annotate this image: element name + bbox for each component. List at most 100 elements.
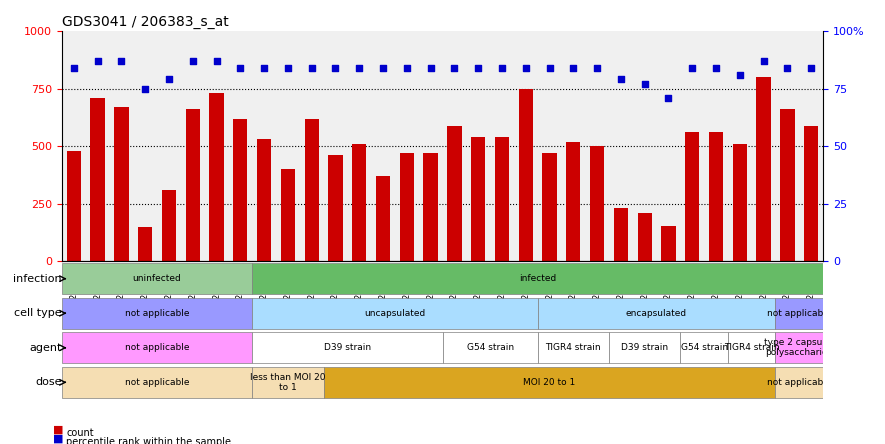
- Text: not applicable: not applicable: [125, 378, 189, 387]
- Text: encapsulated: encapsulated: [626, 309, 687, 318]
- Point: [400, 64, 414, 71]
- Text: TIGR4 strain: TIGR4 strain: [545, 343, 601, 352]
- FancyBboxPatch shape: [728, 332, 775, 363]
- FancyBboxPatch shape: [324, 367, 775, 398]
- FancyBboxPatch shape: [775, 332, 823, 363]
- Text: not applicable: not applicable: [125, 343, 189, 352]
- Text: infected: infected: [519, 274, 557, 283]
- Bar: [210, 93, 224, 262]
- Text: dose: dose: [35, 377, 62, 387]
- FancyBboxPatch shape: [775, 367, 823, 398]
- Point: [519, 64, 533, 71]
- Bar: [757, 77, 771, 262]
- Point: [661, 94, 675, 101]
- Point: [447, 64, 461, 71]
- Point: [471, 64, 485, 71]
- Text: G54 strain: G54 strain: [681, 343, 727, 352]
- FancyBboxPatch shape: [62, 297, 252, 329]
- Bar: [281, 169, 295, 262]
- FancyBboxPatch shape: [538, 332, 609, 363]
- FancyBboxPatch shape: [252, 367, 324, 398]
- Point: [543, 64, 557, 71]
- Point: [637, 80, 651, 87]
- Bar: [781, 109, 795, 262]
- FancyBboxPatch shape: [252, 297, 538, 329]
- Text: uninfected: uninfected: [133, 274, 181, 283]
- Text: uncapsulated: uncapsulated: [365, 309, 426, 318]
- Bar: [257, 139, 272, 262]
- Point: [90, 57, 104, 64]
- Bar: [709, 132, 723, 262]
- Text: G54 strain: G54 strain: [466, 343, 513, 352]
- Bar: [519, 89, 533, 262]
- Bar: [471, 137, 485, 262]
- Bar: [90, 98, 104, 262]
- Bar: [590, 146, 604, 262]
- Bar: [304, 119, 319, 262]
- Point: [781, 64, 795, 71]
- FancyBboxPatch shape: [442, 332, 538, 363]
- Bar: [376, 176, 390, 262]
- Bar: [186, 109, 200, 262]
- Point: [66, 64, 81, 71]
- Text: count: count: [66, 428, 94, 438]
- Bar: [685, 132, 699, 262]
- Text: D39 strain: D39 strain: [621, 343, 668, 352]
- Point: [804, 64, 819, 71]
- Point: [424, 64, 438, 71]
- Point: [352, 64, 366, 71]
- Text: MOI 20 to 1: MOI 20 to 1: [523, 378, 575, 387]
- Text: cell type: cell type: [14, 308, 62, 318]
- Point: [234, 64, 248, 71]
- Point: [757, 57, 771, 64]
- Bar: [138, 227, 152, 262]
- Text: not applicable: not applicable: [767, 309, 832, 318]
- Bar: [733, 144, 747, 262]
- Point: [114, 57, 128, 64]
- Text: ■: ■: [53, 425, 64, 435]
- Text: less than MOI 20
to 1: less than MOI 20 to 1: [250, 373, 326, 392]
- Point: [328, 64, 342, 71]
- FancyBboxPatch shape: [538, 297, 775, 329]
- Point: [614, 76, 628, 83]
- Text: D39 strain: D39 strain: [324, 343, 371, 352]
- Text: GDS3041 / 206383_s_at: GDS3041 / 206383_s_at: [62, 15, 228, 29]
- Text: type 2 capsular
polysaccharide: type 2 capsular polysaccharide: [764, 338, 835, 357]
- Point: [138, 85, 152, 92]
- Bar: [328, 155, 342, 262]
- FancyBboxPatch shape: [252, 263, 823, 294]
- Bar: [66, 151, 81, 262]
- Bar: [495, 137, 509, 262]
- Point: [709, 64, 723, 71]
- Bar: [352, 144, 366, 262]
- Point: [210, 57, 224, 64]
- FancyBboxPatch shape: [252, 332, 442, 363]
- FancyBboxPatch shape: [62, 332, 252, 363]
- Text: ■: ■: [53, 434, 64, 444]
- Bar: [661, 226, 675, 262]
- Text: infection: infection: [13, 274, 62, 284]
- Bar: [114, 107, 128, 262]
- Bar: [804, 126, 819, 262]
- Text: TIGR4 strain: TIGR4 strain: [724, 343, 780, 352]
- Text: not applicable: not applicable: [125, 309, 189, 318]
- Point: [186, 57, 200, 64]
- Point: [257, 64, 271, 71]
- Bar: [400, 153, 414, 262]
- Bar: [543, 153, 557, 262]
- FancyBboxPatch shape: [681, 332, 728, 363]
- FancyBboxPatch shape: [609, 332, 681, 363]
- Text: not applicable: not applicable: [767, 378, 832, 387]
- Point: [685, 64, 699, 71]
- Bar: [614, 208, 628, 262]
- Point: [281, 64, 295, 71]
- Point: [162, 76, 176, 83]
- Bar: [447, 126, 462, 262]
- Text: agent: agent: [29, 343, 62, 353]
- Point: [376, 64, 390, 71]
- FancyBboxPatch shape: [62, 263, 252, 294]
- Point: [495, 64, 509, 71]
- FancyBboxPatch shape: [775, 297, 823, 329]
- Bar: [234, 119, 248, 262]
- Point: [566, 64, 581, 71]
